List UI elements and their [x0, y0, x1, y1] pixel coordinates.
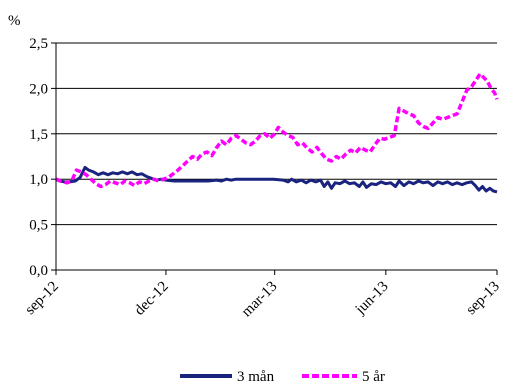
x-tick-label: sep-13 [463, 279, 503, 319]
x-tick-label: dec-12 [132, 279, 172, 319]
y-tick-label: 1,0 [29, 172, 48, 188]
y-tick-label: 0,0 [29, 263, 48, 279]
y-axis-ticks: 0,0 0,5 1,0 1,5 2,0 2,5 [29, 36, 56, 279]
series-layer [55, 72, 499, 194]
y-tick-label: 1,5 [29, 127, 48, 143]
x-tick-label: jun-13 [352, 279, 392, 319]
series-line-3-man [55, 165, 498, 194]
y-tick-label: 0,5 [29, 218, 48, 234]
y-tick-label: 2,0 [29, 81, 48, 97]
gridlines [56, 42, 497, 226]
legend: 3 mån 5 år [180, 369, 385, 385]
legend-label-5-ar: 5 år [362, 369, 385, 385]
x-tick-label: sep-12 [22, 279, 62, 319]
x-axis-ticks: sep-12 dec-12 mar-13 jun-13 sep-13 [22, 270, 503, 320]
y-axis-unit-label: % [8, 13, 21, 29]
legend-label-3-man: 3 mån [237, 369, 275, 385]
x-tick-label: mar-13 [239, 279, 281, 321]
series-line-5-ar [55, 72, 499, 189]
y-tick-label: 2,5 [29, 36, 48, 52]
